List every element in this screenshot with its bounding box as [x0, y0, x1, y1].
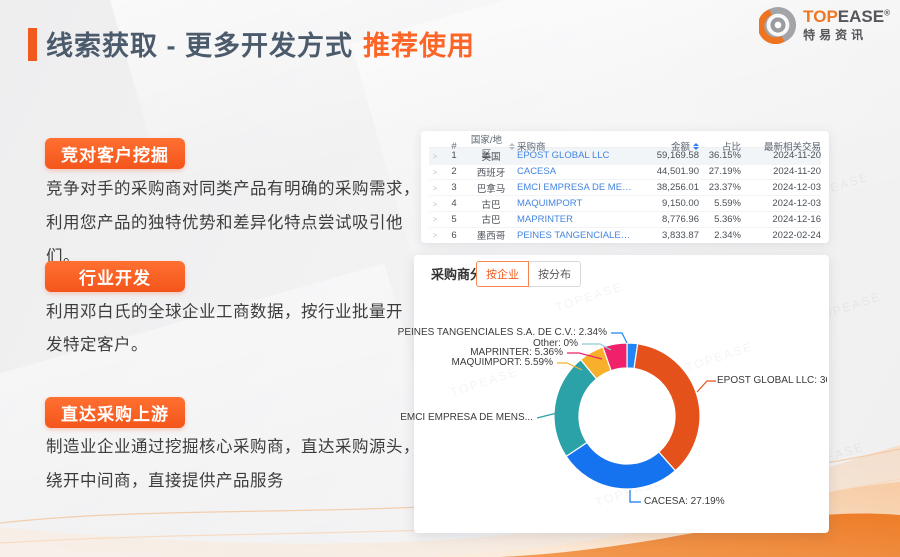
row-share: 36.15%: [708, 150, 741, 162]
buyers-table-card: # 国家/地区 采购商 金额 占比 最新相关交易 > 1 美国 EPOST GL…: [421, 131, 829, 243]
table-header-row: # 国家/地区 采购商 金额 占比 最新相关交易: [429, 132, 821, 160]
table-header-share: 占比: [721, 142, 741, 153]
row-buyer-link[interactable]: MAQUIMPORT: [517, 198, 583, 210]
row-amount: 44,501.90: [656, 166, 699, 178]
row-date: 2022-02-24: [772, 229, 821, 241]
callout-label-other: Other: 0%: [532, 338, 578, 349]
tab-by-distribution[interactable]: 按分布: [529, 261, 581, 287]
section-desc-competitor-mining: 竞争对手的采购商对同类产品有明确的采购需求，利用您产品的独特优势和差异化特点尝试…: [46, 180, 420, 266]
section-desc-direct-upstream: 制造业企业通过挖掘核心采购商，直达采购源头，绕开中间商，直接提供产品服务: [46, 438, 420, 490]
row-country: 巴拿马: [476, 183, 506, 195]
table-row[interactable]: > 6 墨西哥 PEINES TANGENCIALES S.A. DE C.V.…: [429, 226, 821, 243]
brand-subtitle: 特易资讯: [803, 27, 868, 42]
row-amount: 8,776.96: [662, 213, 699, 225]
row-share: 27.19%: [708, 166, 741, 178]
donut-slice-2[interactable]: [565, 441, 677, 490]
callout-line-emci: [536, 412, 558, 419]
row-country: 古巴: [481, 199, 501, 211]
row-date: 2024-11-20: [773, 150, 821, 162]
row-num: 6: [451, 229, 457, 241]
row-amount: 38,256.01: [656, 182, 699, 194]
sort-icon-country[interactable]: [509, 142, 515, 150]
page-title-highlight: 推荐使用: [363, 31, 475, 61]
row-amount: 9,150.00: [662, 198, 699, 210]
callout-line-maquimport: [557, 362, 583, 371]
row-num: 1: [451, 150, 457, 162]
row-expand-icon[interactable]: >: [432, 182, 438, 193]
row-buyer-link[interactable]: MAPRINTER: [517, 213, 573, 225]
callout-line-cacesa: [629, 490, 641, 503]
row-country: 墨西哥: [476, 231, 506, 243]
callout-label-peines: PEINES TANGENCIALES S.A. DE C.V.: 2.34%: [397, 327, 607, 338]
table-row[interactable]: > 4 古巴 MAQUIMPORT 9,150.00 5.59% 2024-12…: [429, 195, 821, 211]
row-buyer-link[interactable]: CACESA: [517, 166, 557, 178]
table-row[interactable]: > 3 巴拿马 EMCI EMPRESA DE MENSAJERIA Y CAM…: [429, 179, 821, 195]
row-amount: 59,169.58: [656, 150, 699, 162]
donut-slice-5[interactable]: [602, 342, 628, 372]
section-button-competitor-mining[interactable]: 竞对客户挖掘: [45, 138, 185, 169]
table-header-buyer: 采购商: [517, 142, 546, 153]
row-share: 23.37%: [708, 182, 741, 194]
table-row[interactable]: > 5 古巴 MAPRINTER 8,776.96 5.36% 2024-12-…: [429, 210, 821, 227]
row-country: 美国: [481, 151, 501, 163]
donut-slice-3[interactable]: [553, 358, 598, 458]
callout-line-maprinter: [567, 352, 603, 360]
table-header-num: #: [451, 140, 457, 152]
table-header-amount[interactable]: 金额: [635, 139, 699, 153]
buyer-analysis-card: TOPEASE TOPEASE TOPEASE TOPEASE 采购商分析 按企…: [398, 255, 829, 533]
row-country: 古巴: [481, 215, 501, 227]
brand-logo-text: TOPEASE® 特易资讯: [803, 7, 890, 42]
brand-logo-icon: [759, 6, 797, 44]
callout-line-peines: [611, 332, 628, 344]
tab-by-enterprise[interactable]: 按企业: [476, 261, 529, 287]
row-expand-icon[interactable]: >: [432, 150, 438, 161]
row-buyer-link[interactable]: EMCI EMPRESA DE MENSAJERIA Y CAMBIO I...: [517, 182, 633, 194]
callout-label-cacesa: CACESA: 27.19%: [644, 496, 725, 507]
page-title-text: 线索获取 - 更多开发方式: [46, 31, 353, 61]
section-button-industry-development[interactable]: 行业开发: [45, 261, 185, 292]
row-share: 5.36%: [714, 213, 741, 225]
row-expand-icon[interactable]: >: [432, 198, 438, 209]
table-row[interactable]: > 2 西班牙 CACESA 44,501.90 27.19% 2024-11-…: [429, 163, 821, 180]
row-date: 2024-11-20: [773, 166, 821, 178]
row-share: 5.59%: [714, 198, 741, 210]
row-num: 5: [451, 213, 457, 225]
table-header-country[interactable]: 国家/地区: [467, 132, 515, 160]
donut-slices: [553, 342, 701, 490]
callout-label-emci: EMCI EMPRESA DE MENS...: [400, 412, 533, 423]
row-buyer-link[interactable]: PEINES TANGENCIALES S.A. DE C.V.: [517, 229, 633, 241]
callout-line-other: [582, 343, 612, 351]
row-share: 2.34%: [714, 229, 741, 241]
donut-chart: [536, 332, 716, 503]
row-expand-icon[interactable]: >: [432, 214, 438, 225]
row-num: 2: [451, 166, 457, 178]
row-date: 2024-12-03: [772, 198, 821, 210]
callout-label-epost: EPOST GLOBAL LLC: 36.1...: [717, 375, 827, 386]
row-amount: 3,833.87: [662, 229, 699, 241]
brand-logo: TOPEASE® 特易资讯: [759, 6, 890, 44]
sort-icon-amount[interactable]: [693, 142, 699, 150]
row-buyer-link[interactable]: EPOST GLOBAL LLC: [517, 150, 610, 162]
donut-slice-1[interactable]: [633, 343, 701, 472]
row-num: 3: [451, 182, 457, 194]
row-date: 2024-12-16: [772, 213, 821, 225]
title-accent-bar: [28, 28, 37, 61]
row-num: 4: [451, 198, 457, 210]
page-title: 线索获取 - 更多开发方式 推荐使用: [46, 24, 475, 63]
callout-line-epost: [696, 380, 716, 393]
table-row[interactable]: > 1 美国 EPOST GLOBAL LLC 59,169.58 36.15%…: [429, 147, 821, 164]
callout-label-maquimport: MAQUIMPORT: 5.59%: [451, 357, 553, 368]
row-expand-icon[interactable]: >: [432, 230, 438, 241]
row-date: 2024-12-03: [772, 182, 821, 194]
chart-tab-group: 按企业 按分布: [476, 261, 581, 287]
row-expand-icon[interactable]: >: [432, 166, 438, 177]
callout-label-maprinter: MAPRINTER: 5.36%: [470, 347, 563, 358]
row-country: 西班牙: [476, 167, 506, 179]
section-desc-industry-development: 利用邓白氏的全球企业工商数据，按行业批量开发特定客户。: [46, 303, 403, 354]
table-header-latest: 最新相关交易: [763, 142, 821, 153]
section-button-direct-upstream[interactable]: 直达采购上游: [45, 397, 185, 428]
brand-name: TOPEASE®: [803, 7, 890, 27]
